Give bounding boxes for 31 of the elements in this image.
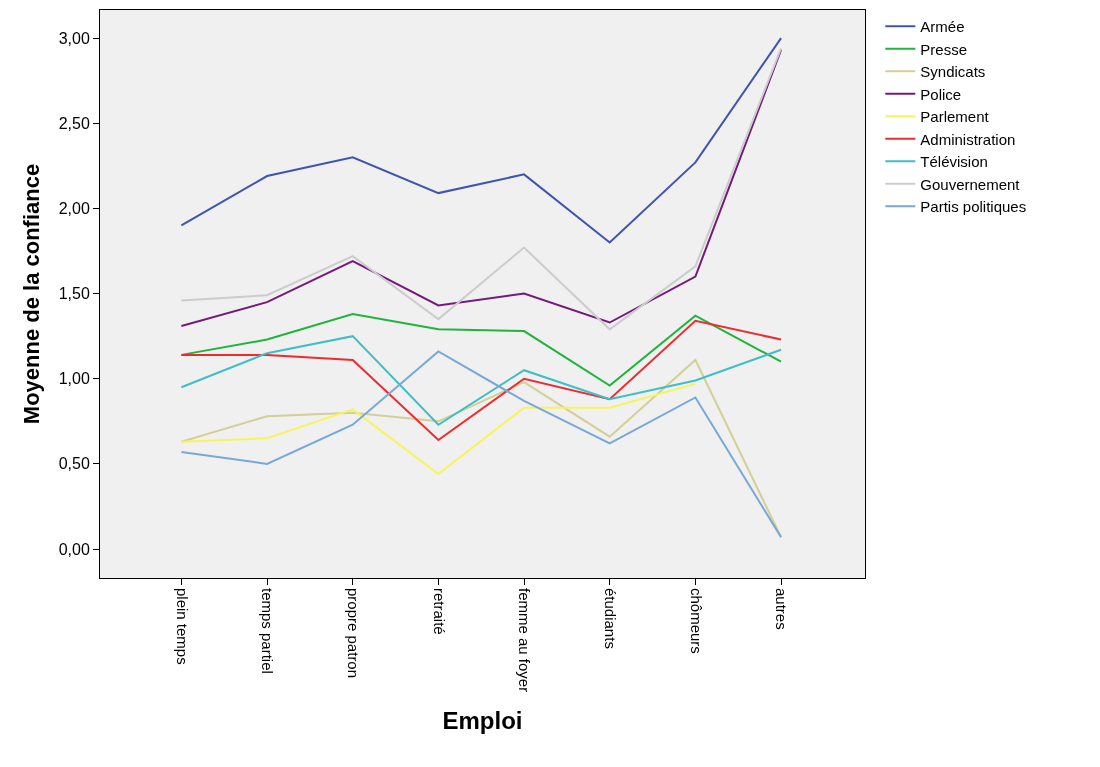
legend-label: Parlement (920, 108, 990, 126)
x-tick-label: femme au foyer (516, 588, 534, 693)
y-tick-label: 2,00 (58, 200, 90, 218)
x-tick-label: plein temps (173, 588, 191, 665)
y-tick-label: 0,00 (58, 540, 90, 558)
x-tick-label: étudiants (601, 588, 619, 649)
x-tick-label: autres (773, 588, 791, 630)
x-axis-title: Emploi (442, 706, 523, 734)
line-series (180, 313, 783, 387)
legend-label: Police (920, 85, 962, 103)
legend-label: Partis politiques (920, 198, 1027, 216)
line-series (180, 37, 783, 244)
line-series (180, 319, 783, 442)
y-axis-title: Moyenne de la confiance (19, 163, 45, 425)
line-series (180, 335, 783, 426)
y-tick-label: 2,50 (58, 114, 90, 132)
y-tick-label: 1,50 (58, 285, 90, 303)
legend-label: Télévision (920, 153, 988, 171)
x-tick-label: chômeurs (687, 588, 705, 654)
y-tick-label: 0,50 (58, 455, 90, 473)
legend-label: Gouvernement (920, 175, 1021, 193)
x-tick-label: propre patron (344, 588, 362, 679)
x-tick-label: retraité (430, 588, 448, 635)
legend-label: Syndicats (920, 63, 986, 81)
y-tick-label: 3,00 (58, 29, 90, 47)
y-tick-label: 1,00 (58, 370, 90, 388)
legend-label: Armée (920, 18, 965, 36)
legend-label: Administration (920, 130, 1016, 148)
legend-label: Presse (920, 40, 967, 58)
line-series (180, 382, 697, 476)
x-tick-label: temps partiel (259, 588, 277, 674)
